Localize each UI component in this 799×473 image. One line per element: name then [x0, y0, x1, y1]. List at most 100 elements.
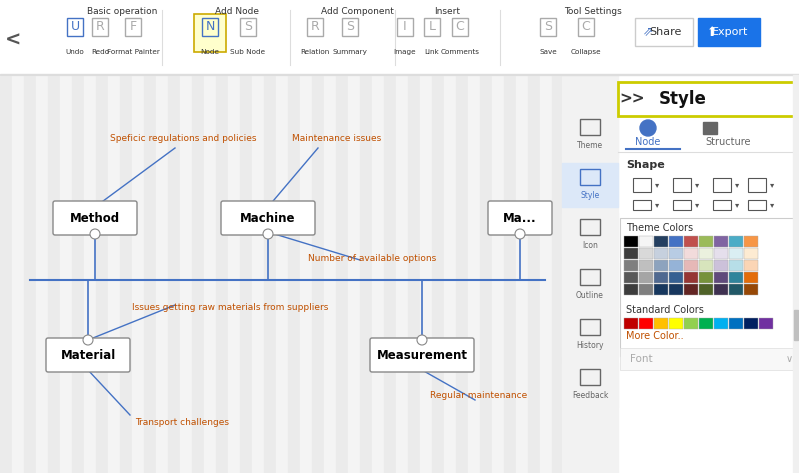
- Bar: [562, 213, 618, 257]
- Bar: [202, 18, 218, 36]
- Bar: [744, 260, 758, 271]
- Bar: [620, 218, 797, 356]
- Bar: [397, 18, 413, 36]
- Text: History: History: [576, 341, 604, 350]
- Bar: [639, 236, 653, 247]
- Bar: [744, 318, 758, 329]
- Bar: [580, 319, 600, 335]
- Bar: [714, 318, 728, 329]
- Text: Style: Style: [659, 90, 707, 108]
- Bar: [132, 75, 144, 473]
- Bar: [780, 75, 792, 473]
- Bar: [612, 75, 624, 473]
- Bar: [624, 260, 638, 271]
- Bar: [684, 236, 698, 247]
- Text: Redo: Redo: [91, 49, 109, 55]
- Bar: [648, 75, 660, 473]
- Text: Theme Colors: Theme Colors: [626, 223, 693, 233]
- Text: Insert: Insert: [434, 7, 460, 16]
- Text: Relation: Relation: [300, 49, 330, 55]
- Bar: [264, 75, 276, 473]
- Text: Tool Settings: Tool Settings: [564, 7, 622, 16]
- Text: Link: Link: [424, 49, 439, 55]
- Text: Icon: Icon: [582, 240, 598, 249]
- Bar: [654, 272, 668, 283]
- Bar: [288, 75, 300, 473]
- Bar: [580, 219, 600, 235]
- Bar: [528, 75, 540, 473]
- Bar: [84, 75, 96, 473]
- Text: ⇗: ⇗: [642, 26, 654, 38]
- Bar: [180, 75, 192, 473]
- Bar: [639, 248, 653, 259]
- Text: R: R: [96, 20, 105, 34]
- Bar: [699, 318, 713, 329]
- Bar: [562, 163, 618, 207]
- Bar: [729, 284, 743, 295]
- Text: Node: Node: [201, 49, 220, 55]
- Text: ▾: ▾: [655, 181, 659, 190]
- FancyBboxPatch shape: [488, 201, 552, 235]
- Bar: [699, 236, 713, 247]
- Bar: [624, 75, 636, 473]
- Circle shape: [640, 120, 656, 136]
- Circle shape: [83, 335, 93, 345]
- Bar: [324, 75, 336, 473]
- Text: >>: >>: [619, 91, 645, 106]
- Bar: [396, 75, 408, 473]
- Bar: [564, 75, 576, 473]
- Bar: [744, 272, 758, 283]
- Bar: [600, 75, 612, 473]
- Bar: [562, 75, 618, 473]
- Bar: [562, 75, 799, 473]
- Text: Share: Share: [649, 27, 682, 37]
- Text: Shape: Shape: [626, 160, 665, 170]
- Circle shape: [417, 335, 427, 345]
- Bar: [714, 284, 728, 295]
- Text: ∨: ∨: [785, 354, 793, 364]
- Bar: [720, 75, 732, 473]
- Text: Undo: Undo: [66, 49, 85, 55]
- Bar: [67, 18, 83, 36]
- Bar: [0, 74, 799, 75]
- Bar: [756, 75, 768, 473]
- Bar: [307, 18, 323, 36]
- Bar: [552, 75, 564, 473]
- Bar: [125, 18, 141, 36]
- Bar: [424, 18, 440, 36]
- Bar: [699, 248, 713, 259]
- Bar: [684, 318, 698, 329]
- Text: Sub Node: Sub Node: [230, 49, 265, 55]
- Bar: [624, 318, 638, 329]
- Text: ▾: ▾: [695, 201, 699, 210]
- Bar: [408, 75, 420, 473]
- Text: Regular maintenance: Regular maintenance: [430, 391, 527, 400]
- Bar: [654, 318, 668, 329]
- Text: Summary: Summary: [332, 49, 368, 55]
- Bar: [452, 18, 468, 36]
- Bar: [708, 75, 720, 473]
- Bar: [748, 178, 766, 192]
- Bar: [729, 272, 743, 283]
- Bar: [714, 236, 728, 247]
- Text: ▾: ▾: [735, 201, 739, 210]
- Bar: [144, 75, 156, 473]
- Text: Structure: Structure: [706, 137, 751, 147]
- Bar: [168, 75, 180, 473]
- Text: Speficic regulations and policies: Speficic regulations and policies: [110, 133, 256, 142]
- Bar: [793, 75, 799, 473]
- Bar: [240, 18, 256, 36]
- Bar: [768, 75, 780, 473]
- Text: C: C: [455, 20, 464, 34]
- Bar: [684, 284, 698, 295]
- Bar: [744, 248, 758, 259]
- Bar: [588, 75, 600, 473]
- Bar: [673, 178, 691, 192]
- Bar: [194, 14, 226, 52]
- Bar: [639, 318, 653, 329]
- Bar: [48, 75, 60, 473]
- Text: Image: Image: [394, 49, 416, 55]
- Bar: [156, 75, 168, 473]
- Bar: [252, 75, 264, 473]
- Bar: [669, 248, 683, 259]
